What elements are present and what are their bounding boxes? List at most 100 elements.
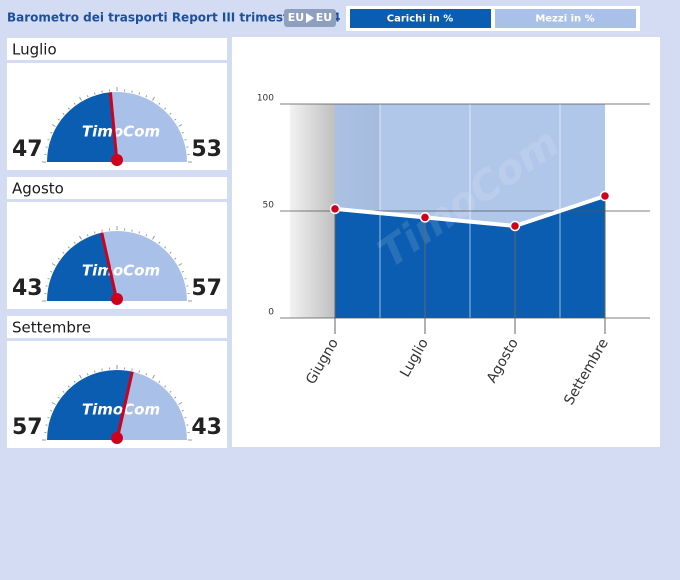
gauge-left-value: 43 [12,276,43,301]
gauge-scale-mark [51,263,56,266]
point [329,203,341,215]
gauge-scale-mark [145,95,148,98]
y-tick-label: 0 [268,308,274,318]
gauge-scale-mark [93,92,96,95]
gauge-logo: TimoCom [82,262,160,280]
gauge-scale-mark [138,370,141,373]
y-tick-label: 100 [257,94,274,104]
region-from: EU [288,11,304,24]
gauge-logo: TimoCom [82,123,160,141]
gauge-scale-mark [93,370,96,373]
gauge-scale-mark [164,107,167,110]
gauge-left [47,370,133,440]
gauge-scale-mark [169,390,172,393]
gauge-scale-mark [79,374,82,379]
gauge-scale-mark [79,96,82,101]
gauge-scale-mark [152,235,155,240]
page-title: Barometro dei trasporti Report III trime… [7,11,340,25]
gauge-scale-mark [158,380,161,383]
gauge-scale-mark [174,396,177,399]
gauge-header [7,177,227,199]
gauge-needle [115,371,134,441]
region-to: EU [316,11,332,24]
gauge-scale-mark [73,241,76,244]
gauge-scale-mark [51,124,56,127]
gauge-scale-mark [184,277,187,280]
gauge-scale-mark [62,112,65,115]
gauge-needle [100,232,119,302]
gauge-scale-mark [67,107,70,110]
gauge-scale-mark [86,373,89,376]
gauge-scale-mark [67,246,70,249]
point [419,212,431,223]
gauge-title: Settembre [12,319,91,337]
gauge-needle [108,92,119,163]
gauge-right [110,92,187,162]
gauge-scale-mark [57,257,60,260]
gauge-scale-mark [50,131,53,134]
gauge-scale-mark [138,231,141,234]
gauge-hub [111,432,123,444]
gauge-left [46,232,117,301]
gauge-scale-mark [57,396,60,399]
gauge-left [47,92,117,162]
gauge-scale-mark [152,96,155,101]
gauge-scale-mark [93,231,96,234]
point [599,190,611,202]
gauge-scale-mark [50,270,53,273]
gauge-scale-mark [158,102,161,105]
gauge-header [7,38,227,60]
gauge-scale-mark [62,390,65,393]
gauge-scale-mark [67,385,70,388]
gauge-scale-mark [184,416,187,419]
gauge-scale-mark [73,102,76,105]
gauge-hub [111,154,123,166]
region-arrow [306,13,314,23]
gauge-logo: TimoCom [82,401,160,419]
gauge-scale-mark [152,374,155,379]
gauge-scale-mark [62,251,65,254]
gauge-scale-mark [178,124,183,127]
legend-swatch [495,9,636,28]
gauge-right [117,371,187,440]
gauge-scale-mark [50,409,53,412]
gauge-left-value: 47 [12,137,43,162]
gauge-scale-mark [181,131,184,134]
gauge-scale-mark [169,251,172,254]
gauge-scale-mark [47,416,50,419]
gauge-title: Agosto [12,180,64,198]
gauge-scale-mark [86,95,89,98]
legend-label: Mezzi in % [535,14,594,25]
gauge-hub [111,293,123,305]
gauge-scale-mark [178,263,183,266]
gauge-right-value: 43 [191,415,222,440]
gauge-right [101,230,187,301]
gauge-scale-mark [174,118,177,121]
gauge-scale-mark [51,402,56,405]
y-tick-label: 50 [263,201,275,211]
gauge-scale-mark [174,257,177,260]
gauge-scale-mark [145,234,148,237]
gauge-scale-mark [184,138,187,141]
gauge-scale-mark [79,235,82,240]
gauge-scale-mark [86,234,89,237]
legend-label: Carichi in % [387,14,453,25]
gauge-scale-mark [181,409,184,412]
gauge-right-value: 53 [191,137,222,162]
legend-swatch [350,9,491,28]
gauge-title: Luglio [12,41,57,59]
line-carichi [334,194,606,229]
gauge-scale-mark [164,385,167,388]
gauge-right-value: 57 [191,276,222,301]
gauge-scale-mark [178,402,183,405]
gauge-scale-mark [73,380,76,383]
gauge-scale-mark [158,241,161,244]
gauge-header [7,316,227,338]
gauge-scale-mark [57,118,60,121]
gauge-scale-mark [181,270,184,273]
gauge-scale-mark [145,373,148,376]
gauge-scale-mark [47,277,50,280]
gauge-left-value: 57 [12,415,43,440]
point [509,220,521,232]
